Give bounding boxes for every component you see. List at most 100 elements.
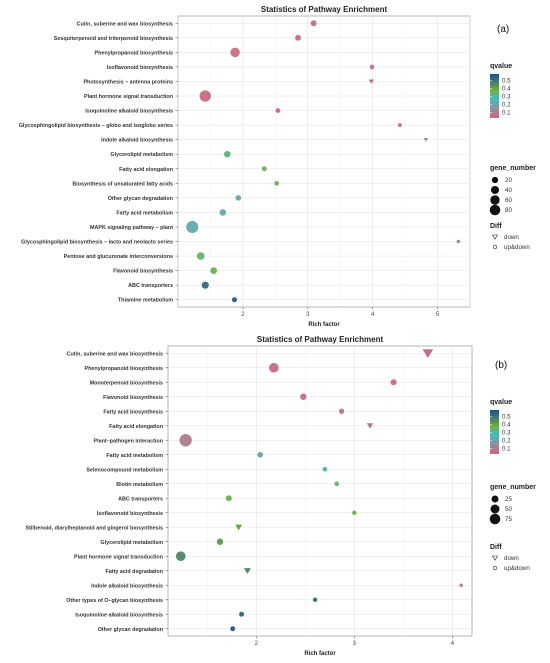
data-point	[310, 20, 317, 27]
legend: qvalue 0.50.40.30.20.1 gene_number 25 50 75 Di…	[489, 399, 536, 572]
colorbar-tick-label: 0.1	[502, 110, 511, 117]
y-tick-label: Fatty acid elongation	[119, 167, 173, 173]
diff-label-updown: up&down	[504, 244, 530, 251]
y-tick-label: Isoflavonoid biosynthesis	[97, 511, 163, 517]
y-tick-label: Glycerolipid metabolism	[100, 540, 163, 546]
data-point-down	[366, 423, 374, 429]
data-point-down	[368, 79, 375, 84]
size-legend-dot	[490, 504, 500, 514]
qvalue-colorbar	[490, 74, 499, 118]
data-point-down	[423, 137, 429, 142]
chart-panel-a: Statistics of Pathway Enrichment (a) 2 3 4 5 R…	[19, 5, 536, 328]
colorbar-tick-label: 0.3	[502, 94, 511, 101]
x-tick-label: 2	[255, 641, 259, 647]
data-point	[312, 597, 318, 602]
x-tick-label: 2	[241, 312, 245, 318]
data-point	[369, 64, 375, 70]
plot-area	[177, 15, 471, 308]
diff-down-icon	[491, 555, 499, 561]
y-tick-label: Pentose and glucuronate interconversions	[64, 254, 173, 260]
data-point	[179, 434, 192, 447]
y-tick-label: Sesquiterpenoid and triterpenoid biosynt…	[54, 36, 173, 42]
data-point	[210, 267, 218, 274]
x-tick-label: 3	[353, 641, 357, 647]
y-tick-label: Fatty acid degradation	[105, 569, 163, 575]
data-point	[186, 220, 199, 234]
y-tick-label: Biosynthesis of unsaturated fatty acids	[72, 181, 173, 187]
y-tick-label: Cutin, suberine and wax biosynthesis	[77, 21, 173, 27]
y-tick-label: Isoflavonoid biosynthesis	[107, 65, 173, 71]
data-point	[295, 34, 302, 41]
y-tick-label: Plant–pathogen interaction	[94, 438, 164, 444]
data-point	[456, 239, 461, 244]
data-point	[224, 150, 231, 158]
qvalue-colorbar	[490, 410, 499, 454]
y-tick-label: Fatty acid elongation	[109, 424, 163, 430]
y-tick-label: ABC transporters	[128, 283, 173, 289]
colorbar-tick-label: 0.2	[502, 102, 511, 109]
size-legend-dot	[489, 513, 501, 525]
data-point	[322, 466, 328, 472]
data-point	[201, 281, 209, 289]
colorbar-tick-label: 0.1	[502, 446, 511, 453]
y-tick-label: Photosynthesis – antenna proteins	[83, 79, 173, 85]
diff-updown-icon	[492, 244, 498, 250]
size-legend-label: 80	[505, 207, 512, 214]
size-legend-label: 75	[505, 516, 512, 523]
data-point	[334, 481, 340, 487]
size-legend-label: 40	[505, 187, 512, 194]
legend: qvalue 0.50.40.30.20.1 gene_number 20 40 60 80…	[489, 63, 536, 251]
legend-title-qvalue: qvalue	[490, 399, 512, 406]
data-point	[397, 123, 402, 128]
data-point	[235, 195, 242, 201]
data-point	[216, 538, 224, 545]
data-point	[239, 611, 245, 617]
x-axis-label: Rich factor	[308, 322, 340, 328]
diff-down-icon	[491, 234, 499, 240]
data-point	[338, 408, 345, 414]
y-tick-label: Thiamine metabolism	[118, 298, 173, 304]
chart-title: Statistics of Pathway Enrichment	[261, 5, 388, 14]
legend-title-gene-number: gene_number	[490, 484, 536, 491]
legend-title-gene-number: gene_number	[490, 165, 536, 172]
size-legend-label: 20	[505, 177, 512, 184]
panel-label: (b)	[495, 360, 507, 371]
chart-panel-b: Statistics of Pathway Enrichment (b) 2 3 4 Ri…	[26, 335, 537, 657]
y-tick-label: Isoquinoline alkaloid biosynthesis	[85, 109, 173, 115]
data-point-down	[422, 349, 434, 359]
data-point	[390, 379, 397, 386]
y-tick-label: Plant hormone signal transduction	[84, 94, 173, 100]
y-tick-label: Phenylpropanoid biosynthesis	[85, 366, 163, 372]
y-tick-label: Glycosphingolipid biosynthesis – globo a…	[19, 123, 173, 129]
y-tick-label: Glycosphingolipid biosynthesis – lacto a…	[21, 240, 173, 246]
x-tick-label: 4	[371, 312, 375, 318]
panel-label: (a)	[497, 24, 509, 35]
data-point	[175, 551, 186, 562]
y-tick-label: Flavonoid biosynthesis	[103, 395, 163, 401]
x-tick-label: 3	[306, 312, 310, 318]
data-point	[231, 297, 238, 303]
diff-updown-icon	[492, 565, 498, 571]
y-tick-label: Biotin metabolism	[116, 482, 163, 488]
data-point-down	[235, 524, 243, 531]
size-legend-dot	[491, 176, 499, 184]
y-tick-label: Other types of O–glycan biosynthesis	[66, 598, 163, 604]
y-tick-label: Monoterpenoid biosynthesis	[90, 380, 163, 386]
y-tick-label: ABC transporters	[118, 496, 163, 502]
y-tick-label: Phenylpropanoid biosynthesis	[95, 50, 173, 56]
data-point	[261, 166, 267, 172]
data-point	[459, 583, 463, 588]
y-tick-label: Fatty acid metabolism	[116, 210, 173, 216]
data-point	[225, 495, 232, 502]
y-tick-label: Other glycan degradation	[108, 196, 173, 202]
colorbar-tick-label: 0.5	[502, 414, 511, 421]
y-tick-label: Selenocompound metabolism	[86, 467, 163, 473]
data-point	[275, 108, 281, 114]
legend-title-qvalue: qvalue	[490, 63, 512, 70]
y-tick-label: Flavonoid biosynthesis	[113, 269, 173, 275]
size-legend-dot	[490, 185, 500, 195]
colorbar-tick-label: 0.5	[502, 78, 511, 85]
plot-area	[167, 345, 473, 637]
y-tick-label: Fatty acid biosynthesis	[103, 409, 163, 415]
data-point	[257, 451, 264, 458]
